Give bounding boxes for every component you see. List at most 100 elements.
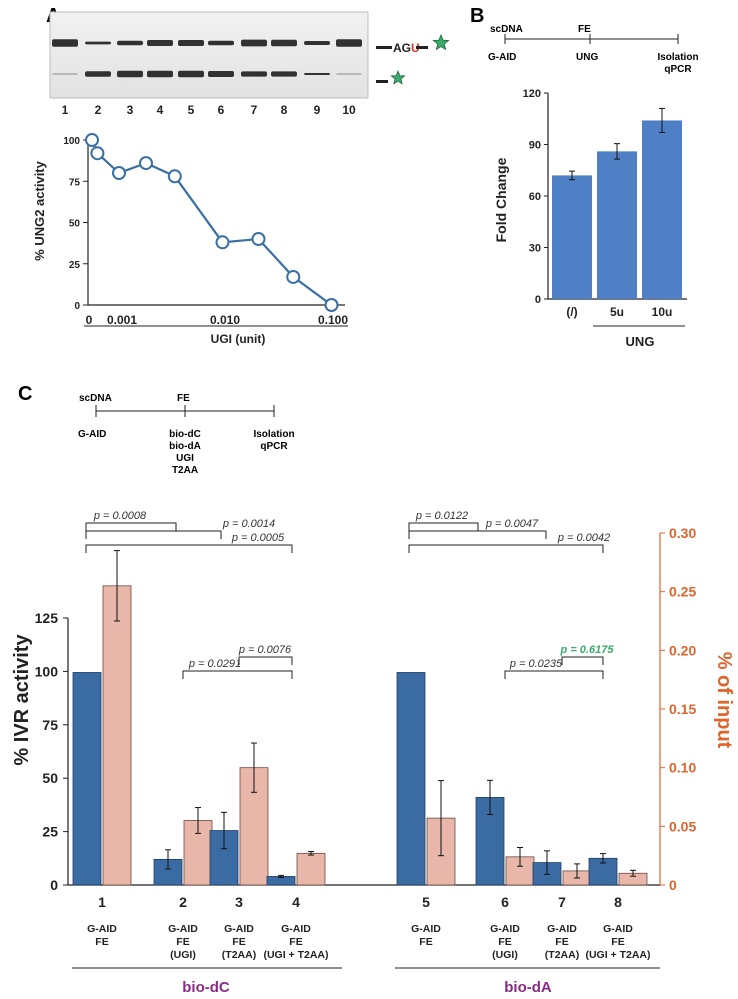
- x-tick-label: 0.010: [210, 313, 240, 327]
- fluorophore-star-icon: [390, 69, 406, 85]
- chart-a-ylabel: % UNG2 activity: [32, 160, 47, 260]
- lane-number: 1: [62, 103, 69, 117]
- significance-bracket: [408, 544, 604, 553]
- gel-band-cut: [178, 70, 204, 78]
- bar: [552, 175, 592, 299]
- bar-condition-label: FE: [498, 936, 511, 948]
- y-tick-label: 50: [42, 770, 58, 786]
- bar-condition-label: FE: [611, 936, 624, 948]
- bar-condition-label: G-AID: [168, 923, 198, 935]
- uncut-band-label: AGU: [376, 33, 450, 55]
- gel-band-cut: [208, 71, 234, 77]
- bar-input: [296, 852, 326, 886]
- cut-band-label: [376, 69, 406, 85]
- gel-band-cut: [147, 70, 173, 78]
- timeline-end-2: qPCR: [664, 64, 692, 75]
- y-tick-label: 120: [523, 88, 541, 100]
- significance-bracket: [561, 656, 604, 665]
- panel-b-timeline: scDNA FE G-AID UNG Isolation qPCR: [488, 24, 699, 75]
- bar-number: 8: [614, 894, 622, 910]
- timeline-c-mid-2: bio-dA: [169, 441, 201, 452]
- significance-bracket: [182, 670, 293, 679]
- bar-condition-label: FE: [555, 936, 568, 948]
- p-value: p = 0.0235: [509, 658, 563, 670]
- p-value: p = 0.6175: [560, 644, 615, 656]
- y-tick-label: 75: [69, 177, 81, 188]
- bar-condition-label: G-AID: [547, 923, 577, 935]
- gel-band-cut: [85, 71, 111, 77]
- timeline-c-mid-top: FE: [177, 393, 190, 404]
- lane-number: 3: [127, 103, 134, 117]
- bar-number: 4: [292, 894, 300, 910]
- p-value: p = 0.0291: [188, 658, 241, 670]
- lane-number: 4: [157, 103, 164, 117]
- group-label-bio-da: bio-dA: [504, 979, 552, 996]
- data-point: [139, 156, 153, 171]
- y-tick-label: 50: [69, 219, 81, 230]
- y-tick-label: 0: [74, 301, 80, 312]
- gel-band-uncut: [117, 40, 143, 46]
- data-point: [112, 166, 126, 180]
- bar-condition-label: FE: [289, 936, 302, 948]
- data-point: [167, 169, 182, 184]
- p-value: p = 0.0042: [557, 532, 610, 544]
- lane-number: 6: [218, 103, 225, 117]
- y-tick-label: 125: [35, 610, 59, 626]
- y-tick-label: 60: [529, 191, 541, 203]
- x-tick-label: 10u: [652, 305, 673, 319]
- significance-bracket: [85, 522, 177, 531]
- bar-ivr: [396, 672, 426, 886]
- bar-ivr: [72, 672, 102, 886]
- panel-b-letter: B: [470, 5, 484, 27]
- gel-band-uncut: [208, 40, 234, 46]
- gel-band-uncut: [336, 39, 362, 47]
- y-tick-label: 75: [42, 717, 58, 733]
- gel-band-uncut: [304, 41, 330, 45]
- chart-a-xlabel: UGI (unit): [211, 332, 266, 346]
- bar-number: 7: [558, 894, 566, 910]
- timeline-start-top: scDNA: [490, 24, 523, 35]
- p-value: p = 0.0122: [415, 510, 468, 522]
- data-point: [90, 146, 105, 161]
- y-tick-label-right: 0: [669, 877, 677, 893]
- data-point: [85, 133, 99, 147]
- y-tick-label: 90: [529, 140, 541, 152]
- timeline-c-mid-3: UGI: [176, 453, 194, 464]
- x-tick-label: 0.001: [107, 313, 137, 327]
- p-value: p = 0.0008: [93, 510, 147, 522]
- bar-condition-label: G-AID: [281, 923, 311, 935]
- significance-bracket: [238, 656, 293, 665]
- lane-number: 10: [342, 103, 356, 117]
- bar-number: 5: [422, 894, 430, 910]
- y-tick-label: 25: [42, 824, 58, 840]
- bar-condition-label: G-AID: [490, 923, 520, 935]
- timeline-mid-top: FE: [578, 24, 591, 35]
- chart-b-group-label: UNG: [626, 334, 655, 349]
- lane-number: 2: [95, 103, 102, 117]
- bar-condition-label: (UGI): [492, 949, 518, 961]
- x-tick-label: 0.100: [318, 313, 348, 327]
- gel-band-uncut: [147, 40, 173, 46]
- ivr-activity-chart: % IVR activity % of input 0255075100125 …: [11, 510, 735, 996]
- y-tick-label-right: 0.20: [669, 642, 696, 658]
- significance-bracket: [408, 522, 479, 531]
- bar-number: 1: [98, 894, 106, 910]
- y-tick-label-right: 0.30: [669, 525, 696, 541]
- bar-condition-label: FE: [232, 936, 245, 948]
- panel-c-letter: C: [18, 383, 32, 405]
- gel-band-cut: [271, 71, 297, 77]
- bar-input: [102, 585, 132, 886]
- data-point: [286, 269, 301, 284]
- timeline-c-start-top: scDNA: [79, 393, 112, 404]
- bar-condition-label: (T2AA): [545, 949, 579, 961]
- bar: [597, 151, 637, 299]
- bar: [642, 120, 682, 299]
- bar-condition-label: (UGI): [170, 949, 196, 961]
- bar-condition-label: (UGI + T2AA): [585, 949, 650, 961]
- bar-condition-label: G-AID: [411, 923, 441, 935]
- data-point: [324, 298, 339, 312]
- y-tick-label-right: 0.10: [669, 760, 696, 776]
- y-tick-label: 100: [63, 136, 80, 147]
- bar-condition-label: FE: [95, 936, 108, 948]
